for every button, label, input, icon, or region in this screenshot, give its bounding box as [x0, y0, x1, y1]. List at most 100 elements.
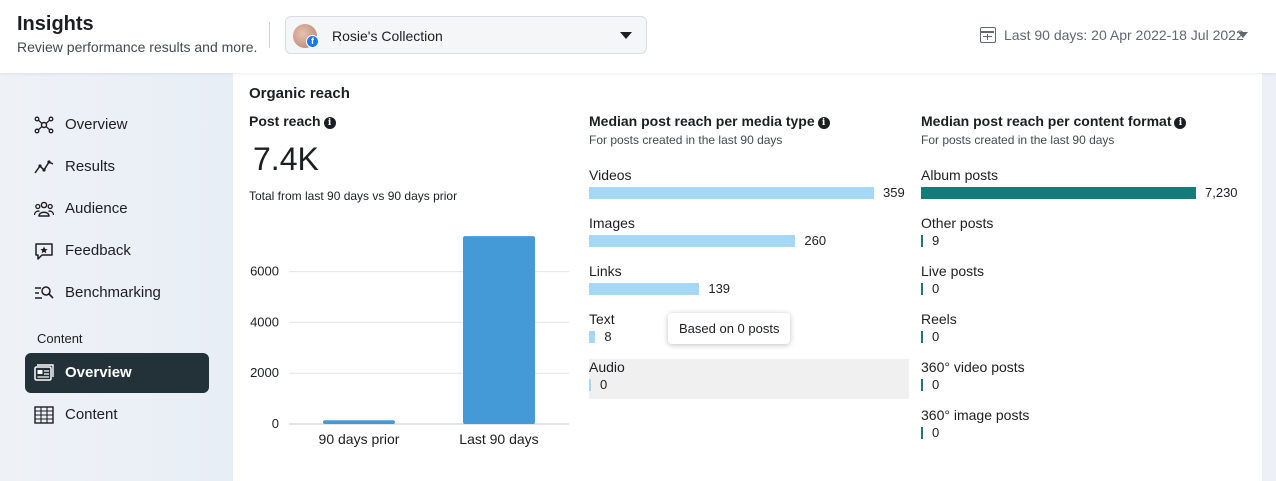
sidebar-item-label: Benchmarking: [65, 284, 161, 301]
bar-row[interactable]: 360° video posts 0: [921, 359, 1241, 399]
bar-label: Other posts: [921, 215, 994, 231]
trend-line-icon: [34, 160, 54, 174]
bar-label: Live posts: [921, 263, 985, 279]
media-type-subtitle: For posts created in the last 90 days: [589, 133, 783, 147]
bar-value: 0: [932, 377, 940, 392]
bar-label: Videos: [589, 167, 632, 183]
sidebar-item-label: Overview: [65, 116, 128, 133]
y-tick-label: 4000: [250, 314, 279, 329]
post-reach-title: Post reach i: [249, 113, 336, 129]
star-bubble-icon: [35, 243, 53, 260]
sidebar-section-content: Content: [37, 331, 83, 346]
content-overview-icon: [34, 364, 54, 381]
bar-row[interactable]: Links 139: [589, 263, 909, 303]
right-edge: [1262, 73, 1276, 481]
content-format-title-text: Median post reach per content format: [921, 113, 1172, 129]
bar-row[interactable]: Other posts 9: [921, 215, 1241, 255]
bar-row[interactable]: Live posts 0: [921, 263, 1241, 303]
top-header: Insights Review performance results and …: [0, 0, 1276, 73]
bar-label: Links: [589, 263, 622, 279]
info-icon[interactable]: i: [323, 117, 336, 129]
bar-row[interactable]: 360° image posts 0: [921, 407, 1241, 447]
bar: [589, 283, 700, 295]
bar-label: Reels: [921, 311, 957, 327]
facebook-icon: f: [306, 35, 319, 48]
sidebar-item-results[interactable]: Results: [25, 147, 209, 187]
sidebar-item-label: Overview: [65, 364, 132, 381]
bar-value: 139: [708, 281, 731, 296]
bar: [921, 379, 923, 391]
bar-label: 360° image posts: [921, 407, 1030, 423]
page-subtitle: Review performance results and more.: [17, 39, 258, 55]
bar-row[interactable]: Images 260: [589, 215, 909, 255]
bar-label: Images: [589, 215, 635, 231]
sidebar-item-content-overview[interactable]: Overview: [25, 353, 209, 393]
bar-value: 7,230: [1205, 185, 1238, 200]
header-divider: [269, 22, 270, 48]
bar-value: 260: [804, 233, 827, 248]
bar-row[interactable]: Reels 0: [921, 311, 1241, 351]
chart-bar[interactable]: [463, 236, 535, 424]
bar: [921, 187, 1196, 199]
bar: [589, 235, 796, 247]
sidebar-item-audience[interactable]: Audience: [25, 189, 209, 229]
bar-label: Audio: [589, 359, 625, 375]
chart-bar[interactable]: [323, 420, 395, 424]
info-icon[interactable]: i: [1174, 117, 1187, 129]
bar-value: 9: [932, 233, 940, 248]
bar: [921, 235, 923, 247]
y-tick-label: 2000: [250, 365, 279, 380]
bar: [921, 331, 923, 343]
bar-label: Album posts: [921, 167, 999, 183]
organic-reach-card: Organic reach Post reach i 7.4K Total fro…: [233, 73, 1262, 481]
bar-row[interactable]: Text 8: [589, 311, 909, 351]
page-title: Insights: [17, 13, 94, 35]
post-reach-value: 7.4K: [253, 141, 319, 177]
caret-down-icon: [620, 32, 632, 39]
bar: [589, 331, 596, 343]
bar: [589, 379, 591, 391]
sidebar-item-overview[interactable]: Overview: [25, 105, 209, 145]
y-tick-label: 6000: [250, 264, 279, 279]
account-name: Rosie's Collection: [332, 28, 443, 44]
media-type-title: Median post reach per media type i: [589, 113, 830, 129]
account-selector[interactable]: f Rosie's Collection: [285, 16, 647, 54]
bar-value: 0: [932, 425, 940, 440]
bar-value: 0: [932, 329, 940, 344]
bar-row[interactable]: Album posts 7,230: [921, 167, 1241, 207]
bar: [921, 427, 923, 439]
bar: [589, 187, 874, 199]
sidebar-item-label: Audience: [65, 200, 128, 217]
media-type-title-text: Median post reach per media type: [589, 113, 815, 129]
benchmark-search-icon: [35, 286, 54, 299]
date-range-label: Last 90 days: 20 Apr 2022-18 Jul 2022: [1004, 27, 1244, 43]
bar-row[interactable]: Videos 359: [589, 167, 909, 207]
network-icon: [34, 116, 54, 134]
bar-row[interactable]: Audio 0: [589, 359, 909, 399]
bar-value: 0: [600, 377, 608, 392]
people-icon: [34, 201, 54, 217]
bar: [921, 283, 923, 295]
date-range-selector[interactable]: Last 90 days: 20 Apr 2022-18 Jul 2022: [980, 26, 1248, 46]
sidebar-item-feedback[interactable]: Feedback: [25, 231, 209, 271]
post-reach-bar-chart: 0 2000 4000 6000 90 days prior Last 90 days: [250, 236, 569, 447]
bar-value: 0: [932, 281, 940, 296]
x-tick-label: Last 90 days: [459, 431, 538, 447]
sidebar-item-label: Results: [65, 158, 116, 175]
bar-value: 8: [604, 329, 612, 344]
sidebar-item-label: Feedback: [65, 242, 131, 259]
content-format-title: Median post reach per content format i: [921, 113, 1187, 129]
bar-label: 360° video posts: [921, 359, 1025, 375]
post-reach-title-text: Post reach: [249, 113, 321, 129]
sidebar-item-content[interactable]: Content: [25, 395, 209, 435]
sidebar-item-benchmarking[interactable]: Benchmarking: [25, 273, 209, 313]
post-reach-comparison: Total from last 90 days vs 90 days prior: [249, 189, 458, 203]
calendar-icon: [980, 27, 996, 43]
bar-value: 359: [883, 185, 905, 200]
sidebar: Overview Results Audience Feedback: [0, 73, 233, 481]
tooltip: Based on 0 posts: [668, 313, 791, 344]
sidebar-item-label: Content: [65, 406, 118, 423]
info-icon[interactable]: i: [817, 117, 830, 129]
table-icon: [34, 406, 54, 424]
y-tick-label: 0: [272, 416, 279, 431]
